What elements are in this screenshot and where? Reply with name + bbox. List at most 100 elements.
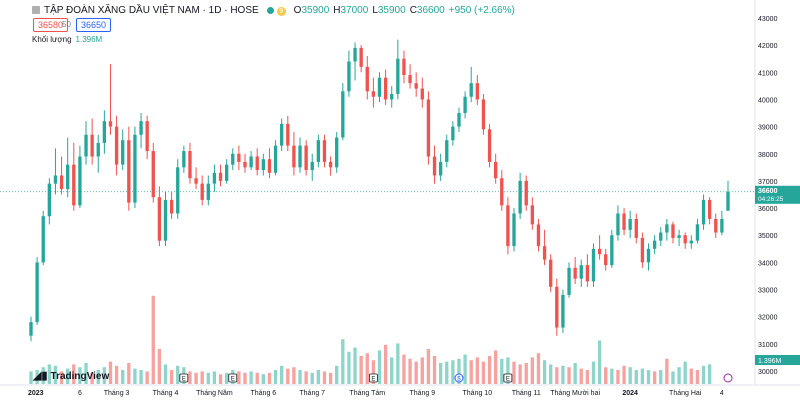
candle-body — [707, 199, 712, 219]
volume-bar — [628, 367, 632, 384]
candle-body — [157, 197, 162, 241]
volume-bar — [47, 364, 52, 384]
x-tick-label: Tháng 4 — [153, 390, 179, 397]
x-tick-label: Tháng 9 — [409, 390, 435, 397]
volume-bar — [457, 358, 461, 384]
symbol-title[interactable]: TẬP ĐOÀN XĂNG DẦU VIỆT NAM · 1D · HOSE — [44, 5, 259, 16]
earnings-marker-icon[interactable] — [503, 373, 513, 383]
candle-body — [304, 145, 308, 171]
candle-body — [78, 156, 82, 206]
y-tick-label: 31000 — [758, 342, 778, 349]
volume-bar — [585, 370, 590, 384]
volume-bar — [335, 365, 339, 384]
candle-body — [231, 153, 235, 165]
change-value: +950 (+2.66%) — [448, 5, 515, 16]
y-tick-label: 37000 — [758, 179, 778, 186]
volume-bar — [469, 360, 473, 384]
candle-body — [463, 96, 467, 114]
candle-body — [261, 159, 266, 171]
earnings-marker-icon[interactable] — [368, 373, 378, 383]
candle-body — [255, 156, 259, 171]
candle-body — [108, 121, 113, 127]
candle-body — [114, 126, 119, 165]
volume-bar — [530, 357, 535, 384]
candle-body — [726, 191, 730, 211]
volume-bar — [255, 372, 259, 384]
x-tick-label: Tháng 10 — [463, 390, 493, 397]
y-tick-label: 36000 — [758, 206, 778, 213]
volume-bar — [267, 372, 272, 384]
volume-bar — [573, 363, 577, 384]
candle-body — [420, 88, 424, 100]
volume-bar — [536, 353, 541, 384]
candle-body — [169, 199, 174, 214]
y-tick-label: 33000 — [758, 288, 778, 295]
volume-bar — [671, 371, 675, 384]
candle-body — [90, 134, 94, 157]
event-marker-label: E — [231, 377, 235, 383]
buy-price-button[interactable]: 36650 — [76, 18, 112, 32]
candle-body — [432, 156, 437, 176]
volume-bar — [555, 367, 559, 384]
candle-body — [286, 123, 290, 146]
volume-bar — [316, 370, 321, 384]
candle-body — [292, 145, 296, 168]
volume-bar — [518, 364, 522, 384]
tradingview-logo[interactable]: ◢▮ TradingView — [33, 369, 109, 382]
candle-body — [659, 232, 663, 241]
candle-body — [200, 183, 204, 200]
candle-body — [445, 140, 449, 162]
volume-bar — [102, 367, 107, 384]
candle-body — [610, 235, 614, 266]
volume-bar — [506, 357, 510, 384]
candle-body — [408, 75, 412, 84]
candle-body — [29, 322, 33, 336]
y-tick-label: 40000 — [758, 97, 778, 104]
volume-bar — [163, 364, 168, 384]
candle-body — [176, 167, 180, 214]
dividend-marker-icon[interactable] — [454, 373, 464, 383]
volume-bar — [640, 368, 645, 384]
candle-body — [249, 156, 253, 168]
volume-bar — [151, 295, 155, 384]
candle-body — [133, 134, 137, 203]
candle-body — [524, 180, 528, 206]
candle-body — [72, 164, 76, 206]
volume-bar — [579, 368, 583, 384]
volume-bar — [243, 372, 247, 384]
candle-body — [640, 237, 645, 263]
earnings-marker-icon[interactable] — [179, 373, 189, 383]
last-price-value: 36600 — [758, 188, 778, 195]
volume-bar — [414, 361, 418, 384]
volume-bar — [561, 365, 565, 384]
market-status-icon[interactable] — [266, 7, 274, 14]
events-badge[interactable]: 9 — [276, 7, 286, 16]
volume-bar — [487, 356, 492, 384]
sell-price-button[interactable]: 36580 — [33, 18, 69, 32]
event-marker-label: E — [506, 377, 510, 383]
volume-bar — [188, 371, 192, 384]
x-tick-label: Tháng 11 — [512, 390, 541, 397]
candle-body — [341, 91, 345, 138]
volume-bar — [567, 367, 571, 384]
logo-text: TradingView — [50, 371, 110, 382]
flag-icon — [32, 6, 40, 14]
volume-bar — [261, 374, 266, 384]
volume-bar — [493, 350, 498, 384]
candle-body — [579, 265, 583, 279]
volume-bar — [597, 340, 602, 384]
realtime-marker-icon[interactable] — [723, 373, 733, 383]
earnings-marker-icon[interactable] — [228, 373, 238, 383]
volume-bar — [298, 370, 302, 384]
candle-body — [689, 240, 693, 244]
candle-body — [335, 137, 339, 168]
candle-body — [145, 121, 149, 152]
chart-header: TẬP ĐOÀN XĂNG DẦU VIỆT NAM · 1D · HOSE 9 O… — [32, 5, 519, 16]
volume-bar — [689, 368, 693, 384]
volume-bar — [322, 371, 327, 384]
candle-body — [377, 77, 382, 97]
candle-body — [561, 294, 565, 328]
candle-body — [671, 224, 675, 238]
candle-body — [206, 183, 210, 200]
